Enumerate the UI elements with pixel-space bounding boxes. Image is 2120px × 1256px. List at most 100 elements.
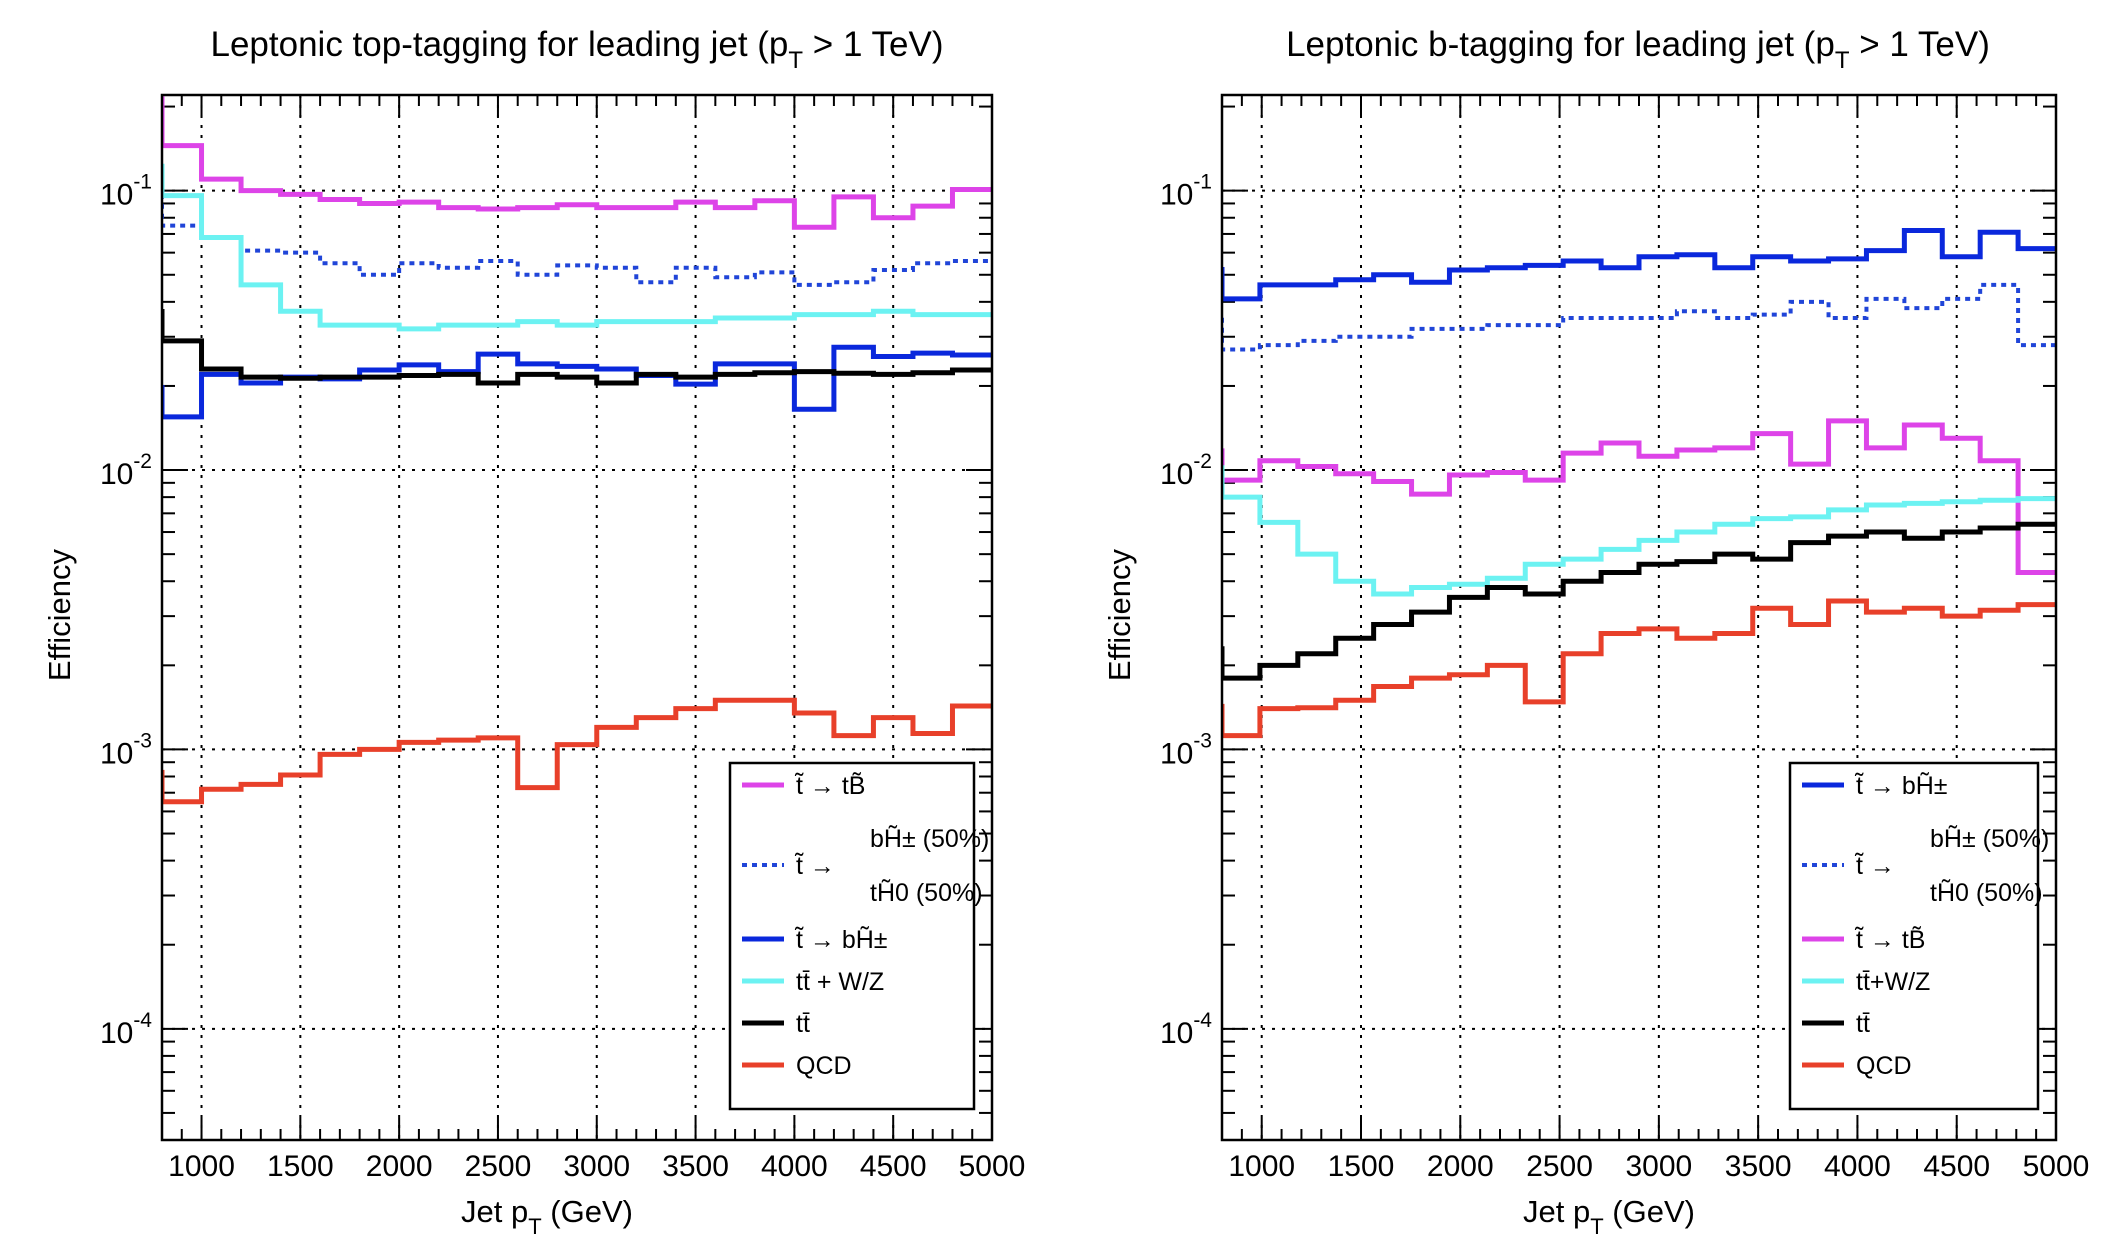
x-tick-label: 2500 bbox=[465, 1150, 532, 1183]
x-tick-label: 4000 bbox=[1824, 1150, 1891, 1183]
y-tick-exponent: -2 bbox=[1193, 450, 1212, 473]
legend-box bbox=[1788, 761, 2040, 1111]
series-line-4 bbox=[1222, 465, 2056, 597]
y-tick-label: 10-1 bbox=[1160, 171, 1212, 212]
plot-frame bbox=[1220, 93, 2058, 1142]
legend-label-text: tt̄+W/Z bbox=[1856, 968, 1930, 996]
series-line-6 bbox=[1222, 598, 2056, 739]
y-tick-label: 10-3 bbox=[1160, 729, 1212, 770]
series-line-1 bbox=[162, 96, 992, 230]
x-tick-label: 5000 bbox=[959, 1150, 1026, 1183]
legend-label-5: tt̄ bbox=[796, 1010, 810, 1038]
legend-label-3: t̃ → bH̃± bbox=[794, 926, 887, 954]
title-text: Leptonic top-tagging for leading jet (p bbox=[211, 25, 789, 64]
legend-box bbox=[728, 761, 976, 1111]
legend-label-text: t̃ → tB̃ bbox=[1854, 926, 1925, 954]
legend-label-6: QCD bbox=[796, 1052, 852, 1080]
x-axis-label-tail: (GeV) bbox=[542, 1194, 633, 1229]
legend-label-text: tt̄ bbox=[796, 1010, 810, 1038]
x-axis-label-tail: (GeV) bbox=[1604, 1194, 1695, 1229]
x-axis-label-subscript: T bbox=[528, 1214, 541, 1239]
x-tick-label: 2000 bbox=[366, 1150, 433, 1183]
series-line-2 bbox=[1222, 282, 2056, 352]
series-line-2 bbox=[162, 193, 992, 287]
x-axis-label-subscript: T bbox=[1590, 1214, 1603, 1239]
legend-label-line2: tH̃0 (50%) bbox=[870, 879, 983, 907]
chart-title: Leptonic b-tagging for leading jet (pT >… bbox=[1286, 25, 1990, 74]
y-tick-base: 10 bbox=[100, 737, 133, 770]
series-line-5 bbox=[162, 309, 992, 386]
x-tick-label: 3500 bbox=[662, 1150, 729, 1183]
legend-label-4: tt̄+W/Z bbox=[1856, 968, 1930, 996]
legend-label-6: QCD bbox=[1856, 1052, 1912, 1080]
series-line-5 bbox=[1222, 521, 2056, 681]
x-tick-label: 2500 bbox=[1526, 1150, 1593, 1183]
legend-label-text: t̃ → tB̃ bbox=[794, 772, 865, 800]
series-line-6 bbox=[162, 697, 992, 805]
y-tick-exponent: -1 bbox=[1193, 171, 1212, 194]
legend: t̃ → bH̃± t̃ → bH̃± (50%) tH̃0 (50%)t̃ → tB… bbox=[1788, 761, 2049, 1111]
x-tick-label: 4000 bbox=[761, 1150, 828, 1183]
series-line-3 bbox=[162, 344, 992, 420]
y-tick-exponent: -4 bbox=[1193, 1009, 1212, 1032]
x-axis-label-text: Jet p bbox=[1523, 1194, 1590, 1229]
y-tick-label: 10-4 bbox=[100, 1009, 152, 1050]
x-tick-label: 4500 bbox=[860, 1150, 927, 1183]
y-tick-base: 10 bbox=[100, 458, 133, 491]
x-axis-label: Jet pT (GeV) bbox=[1523, 1194, 1695, 1239]
legend-label-5: tt̄ bbox=[1856, 1010, 1870, 1038]
y-tick-base: 10 bbox=[100, 1017, 133, 1050]
x-tick-label: 3000 bbox=[1625, 1150, 1692, 1183]
title-text-tail: > 1 TeV) bbox=[1849, 25, 1989, 64]
x-tick-label: 1000 bbox=[1228, 1150, 1295, 1183]
y-tick-label: 10-2 bbox=[100, 450, 152, 491]
title-subscript: T bbox=[788, 47, 803, 74]
series-layer bbox=[162, 96, 992, 805]
legend-label-1: t̃ → bH̃± bbox=[1854, 772, 1947, 800]
legend-label-line2: tH̃0 (50%) bbox=[1930, 879, 2043, 907]
y-axis-label: Efficiency bbox=[42, 548, 77, 681]
y-tick-base: 10 bbox=[1160, 737, 1193, 770]
series-line-4 bbox=[162, 163, 992, 332]
legend-label-4: tt̄ + W/Z bbox=[796, 968, 884, 996]
y-tick-exponent: -4 bbox=[133, 1009, 152, 1032]
chart-panel-1: 1000 1500 2000 2500 3000 3500 4000 4500 500010-1… bbox=[42, 25, 1025, 1239]
y-tick-exponent: -2 bbox=[133, 450, 152, 473]
legend-label-text: tt̄ bbox=[1856, 1010, 1870, 1038]
title-text: Leptonic b-tagging for leading jet (p bbox=[1286, 25, 1835, 64]
y-tick-base: 10 bbox=[100, 179, 133, 212]
y-tick-label: 10-3 bbox=[100, 729, 152, 770]
legend-label-2: t̃ → bbox=[794, 852, 835, 880]
y-tick-exponent: -3 bbox=[133, 729, 152, 752]
plot-frame bbox=[160, 93, 994, 1142]
legend: t̃ → tB̃ t̃ → bH̃± (50%) tH̃0 (50%) t̃ → bH̃… bbox=[728, 761, 989, 1111]
title-text-tail: > 1 TeV) bbox=[803, 25, 943, 64]
y-tick-label: 10-2 bbox=[1160, 450, 1212, 491]
legend-label-text: tt̄ + W/Z bbox=[796, 968, 884, 996]
y-tick-base: 10 bbox=[1160, 1017, 1193, 1050]
legend-label-line1: bH̃± (50%) bbox=[870, 825, 989, 853]
title-subscript: T bbox=[1835, 47, 1850, 74]
x-tick-label: 1500 bbox=[267, 1150, 334, 1183]
y-tick-label: 10-1 bbox=[100, 171, 152, 212]
y-tick-exponent: -3 bbox=[1193, 729, 1212, 752]
legend-label-text: t̃ → bbox=[1854, 852, 1895, 880]
y-tick-base: 10 bbox=[1160, 458, 1193, 491]
series-line-1 bbox=[1222, 228, 2056, 302]
chart-title: Leptonic top-tagging for leading jet (pT… bbox=[211, 25, 944, 74]
x-tick-label: 1000 bbox=[168, 1150, 235, 1183]
y-axis-label: Efficiency bbox=[1102, 548, 1137, 681]
chart-panel-2: 1000 1500 2000 2500 3000 3500 4000 4500 500010-1… bbox=[1102, 25, 2089, 1239]
x-tick-label: 3500 bbox=[1725, 1150, 1792, 1183]
x-tick-label: 3000 bbox=[563, 1150, 630, 1183]
x-tick-label: 4500 bbox=[1923, 1150, 1990, 1183]
legend-label-1: t̃ → tB̃ bbox=[794, 772, 865, 800]
legend-label-text: QCD bbox=[796, 1052, 852, 1080]
series-line-3 bbox=[1222, 418, 2056, 575]
x-tick-label: 2000 bbox=[1427, 1150, 1494, 1183]
legend-label-3: t̃ → tB̃ bbox=[1854, 926, 1925, 954]
y-tick-exponent: -1 bbox=[133, 171, 152, 194]
x-axis-label: Jet pT (GeV) bbox=[461, 1194, 633, 1239]
y-tick-base: 10 bbox=[1160, 179, 1193, 212]
